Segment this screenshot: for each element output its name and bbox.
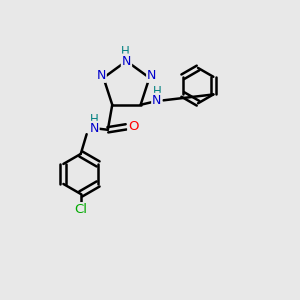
- Text: Cl: Cl: [74, 203, 87, 216]
- Text: N: N: [152, 94, 161, 107]
- Text: N: N: [147, 69, 157, 82]
- Text: N: N: [96, 69, 106, 82]
- Text: N: N: [89, 122, 99, 135]
- Text: H: H: [152, 85, 161, 98]
- Text: O: O: [128, 120, 139, 133]
- Text: H: H: [90, 113, 98, 126]
- Text: H: H: [121, 45, 129, 58]
- Text: N: N: [122, 55, 131, 68]
